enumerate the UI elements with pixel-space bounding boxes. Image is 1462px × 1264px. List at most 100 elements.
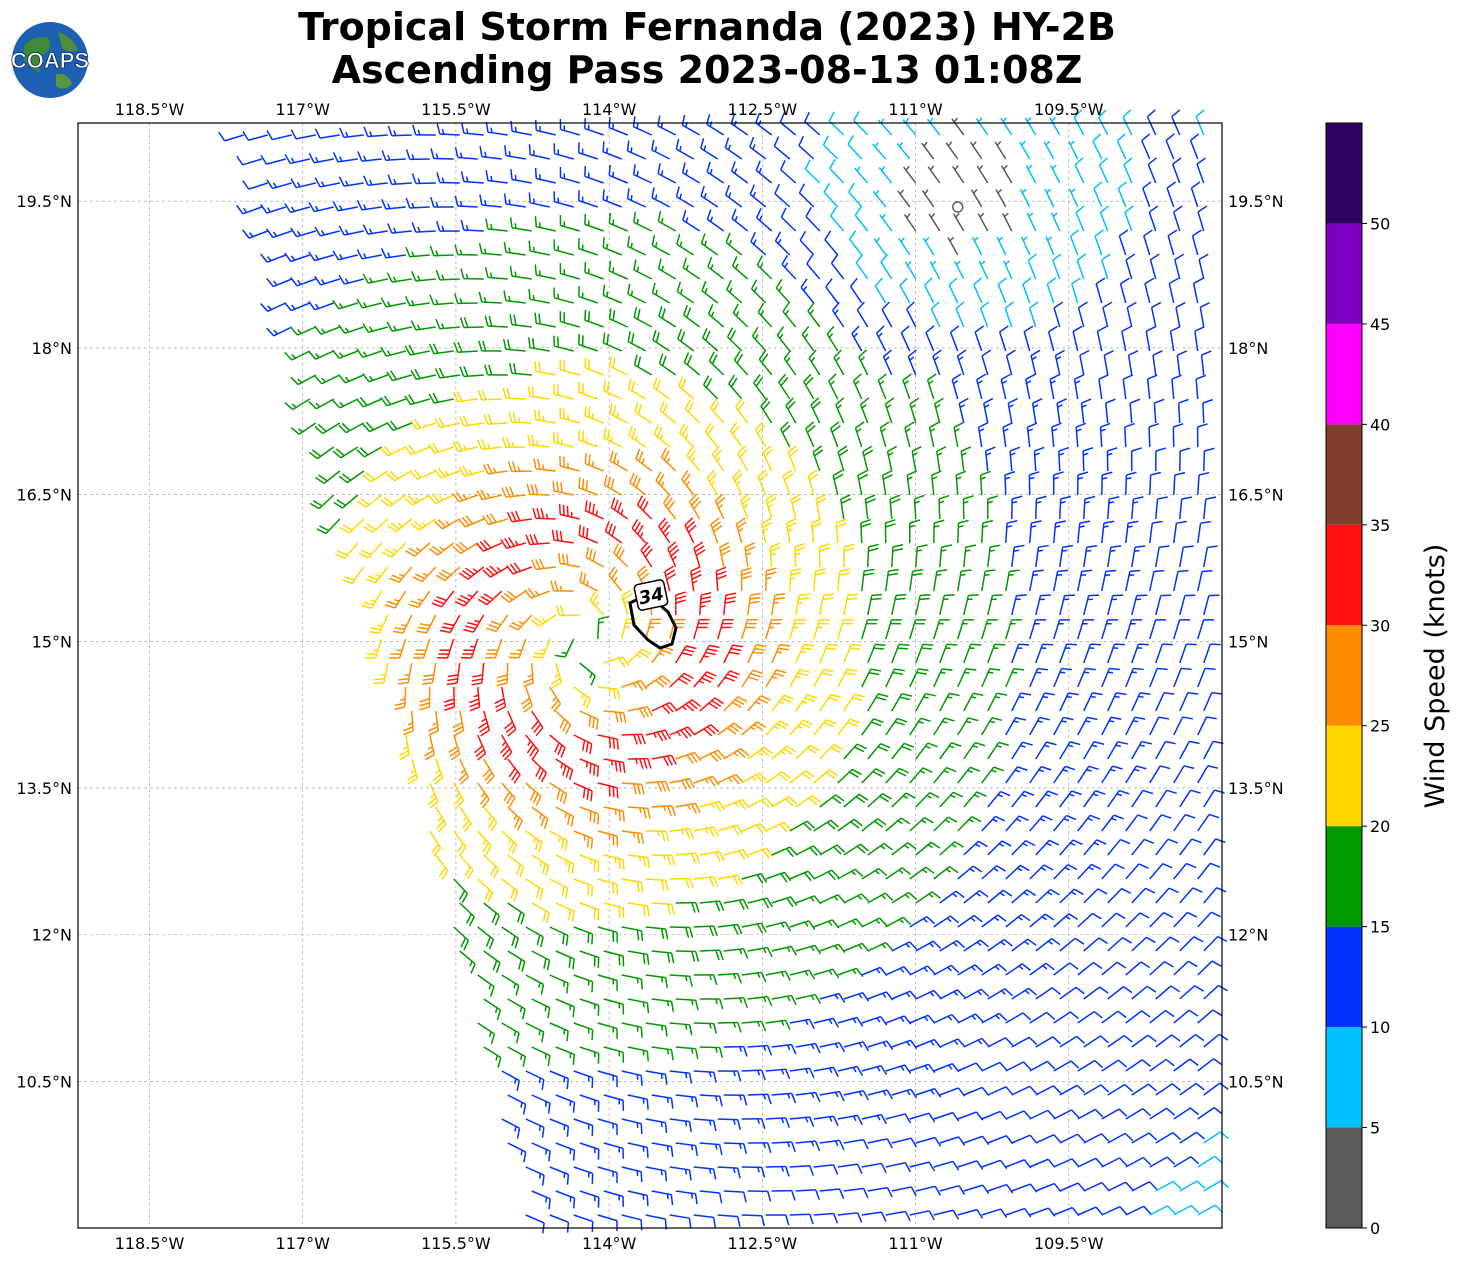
wind-barb: [707, 256, 725, 280]
wind-barb: [1197, 960, 1222, 976]
wind-barb: [471, 662, 485, 686]
wind-barb: [707, 304, 725, 328]
wind-barb: [1029, 815, 1053, 832]
wind-barb: [675, 699, 701, 712]
wind-barb: [717, 874, 743, 886]
wind-barb: [500, 734, 513, 761]
wind-barb: [1153, 398, 1165, 424]
wind-barb: [699, 800, 726, 812]
wind-barb: [789, 969, 816, 980]
wind-barb: [1203, 984, 1228, 1000]
wind-barb: [915, 791, 940, 808]
wind-barb: [1143, 229, 1153, 256]
wind-barb: [1029, 619, 1047, 640]
wind-barb: [1093, 181, 1103, 208]
longitude-labels-bottom: 118.5°W 117°W 115.5°W 114°W 112.5°W 111°W 109.…: [115, 1234, 1104, 1253]
wind-barb: [332, 152, 358, 163]
wind-barb: [484, 638, 503, 659]
wind-barb: [429, 245, 454, 257]
wind-barb: [822, 135, 839, 160]
wind-barb: [579, 1094, 600, 1112]
wind-barb: [578, 286, 598, 304]
wind-barb: [798, 135, 815, 160]
wind-barb: [683, 352, 701, 376]
wind-barb: [555, 998, 575, 1018]
wind-barb: [750, 279, 767, 304]
wind-barb: [416, 614, 437, 634]
wind-barb: [789, 920, 816, 930]
wind-barb: [356, 494, 383, 508]
wind-barb: [715, 566, 727, 592]
wind-barb: [284, 350, 311, 361]
wind-barb: [1022, 277, 1032, 304]
wind-barb: [1083, 741, 1105, 760]
wind-barb: [754, 421, 767, 448]
wind-barb: [1149, 911, 1174, 928]
wind-barb: [1002, 422, 1013, 448]
wind-barb: [1028, 301, 1039, 328]
wind-barb: [963, 840, 988, 856]
wind-barb: [584, 213, 604, 232]
wind-barb: [459, 902, 475, 927]
wind-barb: [1056, 398, 1067, 424]
wind-barb: [780, 421, 791, 448]
wind-barb: [1099, 422, 1111, 448]
wind-barb: [907, 349, 917, 376]
wind-barb: [1074, 157, 1085, 184]
lon-label-bottom: 109.5°W: [1034, 1234, 1104, 1253]
wind-barb: [1053, 913, 1079, 928]
wind-barb: [826, 325, 839, 352]
wind-barb: [819, 1188, 845, 1199]
wind-barb: [891, 941, 918, 952]
wind-barb: [1025, 164, 1037, 184]
wind-barb: [677, 328, 695, 352]
wind-barb: [837, 868, 864, 880]
wind-barb: [708, 351, 725, 376]
wind-barb: [723, 1045, 748, 1057]
wind-barb: [963, 643, 982, 664]
wind-barb: [404, 394, 430, 406]
wind-barb: [1077, 961, 1103, 976]
wind-barb: [411, 222, 436, 233]
wind-barb: [578, 477, 599, 496]
wind-barb: [520, 686, 533, 713]
wind-barb: [1102, 301, 1113, 328]
wind-barb: [407, 758, 419, 785]
wind-barb: [411, 173, 436, 185]
wind-barb: [551, 662, 563, 689]
wind-barb: [308, 202, 334, 213]
wind-barb: [723, 1142, 748, 1155]
wind-barb: [1083, 594, 1100, 616]
wind-barb: [1150, 301, 1162, 328]
wind-barb: [534, 168, 556, 184]
wind-barb: [891, 543, 904, 568]
wind-barb: [332, 201, 358, 212]
wind-barb: [602, 380, 623, 400]
wind-barb: [829, 159, 845, 184]
wind-barb: [380, 445, 407, 457]
wind-barb: [765, 1165, 790, 1177]
wind-barb: [753, 374, 767, 400]
wind-barb: [939, 1038, 966, 1048]
wind-barb: [675, 591, 687, 616]
wind-barb: [1059, 1084, 1086, 1096]
wind-barb: [741, 772, 768, 784]
wind-barb: [434, 467, 461, 479]
wind-barb: [795, 845, 822, 856]
colorbar-bin-15-20: [1326, 826, 1362, 927]
wind-barb: [813, 619, 830, 640]
wind-barb: [994, 141, 1007, 160]
wind-barb: [1035, 692, 1055, 712]
wind-barb: [525, 1022, 545, 1043]
wind-barb: [308, 300, 335, 311]
wind-barb: [363, 126, 388, 138]
wind-barb: [785, 518, 798, 544]
wind-barb: [651, 1142, 674, 1157]
wind-barb: [1011, 790, 1035, 808]
wind-barb: [718, 541, 731, 568]
wind-barb: [1131, 496, 1144, 520]
wind-barb: [1169, 326, 1181, 352]
wind-barb: [1059, 692, 1079, 712]
wind-barb: [531, 710, 544, 737]
wind-barb: [1203, 691, 1223, 712]
